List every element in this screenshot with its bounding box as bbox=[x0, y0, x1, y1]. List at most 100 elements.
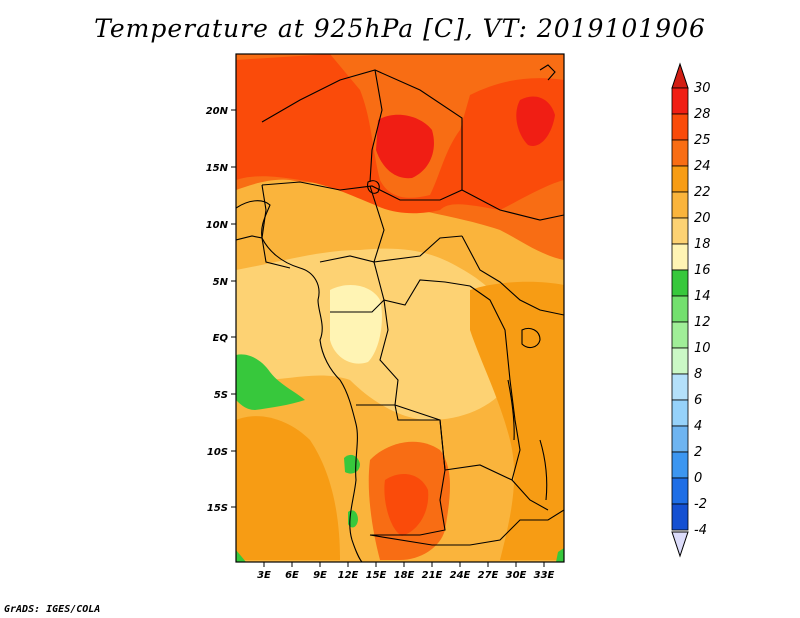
field-east-mid bbox=[470, 281, 564, 560]
colorbar-label: 28 bbox=[694, 107, 711, 122]
border-chad-south bbox=[369, 185, 463, 263]
colorbar-label: 14 bbox=[694, 289, 711, 304]
coastline-west bbox=[236, 200, 363, 562]
colorbar-label: 16 bbox=[694, 263, 711, 278]
field-west-ocean-mid bbox=[236, 416, 340, 560]
colorbar-label: 4 bbox=[694, 419, 702, 434]
lon-tick: 9E bbox=[313, 562, 327, 581]
lon-tick: 18E bbox=[394, 562, 415, 581]
lat-tick: 10S bbox=[207, 447, 236, 458]
lat-tick-label: 15N bbox=[206, 163, 229, 174]
lat-axis: 20N 15N 10N 5N EQ 5S 10S 15S bbox=[206, 106, 236, 514]
colorbar-label: 0 bbox=[694, 471, 702, 486]
lon-tick-label: 3E bbox=[257, 570, 271, 581]
lake-malawi bbox=[539, 439, 548, 501]
borders bbox=[236, 64, 564, 562]
map-frame bbox=[235, 53, 565, 563]
border-niger-chad bbox=[369, 69, 383, 183]
colorbar-labels: 30 28 25 24 22 20 18 16 14 12 10 8 6 4 2… bbox=[694, 81, 711, 538]
lon-tick-label: 15E bbox=[366, 570, 387, 581]
colorbar-bin bbox=[671, 321, 689, 349]
lat-tick-label: 15S bbox=[207, 503, 228, 514]
colorbar-label: 12 bbox=[694, 315, 711, 330]
lon-tick-label: 30E bbox=[506, 570, 527, 581]
lon-tick-label: 18E bbox=[394, 570, 415, 581]
field-sahara-core bbox=[236, 54, 564, 214]
colorbar-bin bbox=[671, 165, 689, 193]
colorbar-label: 6 bbox=[694, 393, 702, 408]
colorbar-label: 8 bbox=[694, 367, 702, 382]
lat-tick-label: 20N bbox=[206, 106, 229, 117]
field-cold-patch-corner bbox=[236, 550, 246, 562]
colorbar-bins bbox=[671, 87, 689, 531]
colorbar-bin bbox=[671, 425, 689, 453]
colorbar: 30 28 25 24 22 20 18 16 14 12 10 8 6 4 2… bbox=[671, 62, 711, 558]
lat-tick: 5N bbox=[213, 277, 236, 288]
lon-tick-label: 21E bbox=[422, 570, 443, 581]
border-sahel bbox=[261, 181, 564, 221]
grads-credit: GrADS: IGES/COLA bbox=[4, 604, 101, 615]
field-south-hot bbox=[384, 474, 429, 536]
field-congo-pale bbox=[330, 285, 382, 364]
colorbar-bin bbox=[671, 503, 689, 531]
lon-tick-label: 33E bbox=[534, 570, 555, 581]
lat-tick-label: EQ bbox=[213, 333, 229, 344]
lon-tick: 24E bbox=[450, 562, 471, 581]
lon-tick-label: 9E bbox=[313, 570, 327, 581]
colorbar-bin bbox=[671, 217, 689, 245]
lat-tick: 15N bbox=[206, 163, 236, 174]
lat-tick-label: 10N bbox=[206, 220, 229, 231]
field-sahara-deep bbox=[516, 96, 555, 146]
border-drc-east bbox=[469, 285, 521, 481]
lake-victoria bbox=[521, 327, 541, 349]
border-west-africa bbox=[236, 184, 291, 269]
lon-tick: 6E bbox=[285, 562, 299, 581]
lon-tick: 15E bbox=[366, 562, 387, 581]
colorbar-label: 25 bbox=[694, 133, 711, 148]
colorbar-label: 10 bbox=[694, 341, 711, 356]
colorbar-bin bbox=[671, 243, 689, 271]
colorbar-bin bbox=[671, 451, 689, 479]
lon-tick-label: 24E bbox=[450, 570, 471, 581]
field-cold-patch-corner-east bbox=[556, 548, 564, 562]
lat-tick: 15S bbox=[207, 503, 236, 514]
temperature-field bbox=[236, 54, 564, 562]
lat-tick-label: 5S bbox=[214, 390, 228, 401]
lon-tick: 3E bbox=[257, 562, 271, 581]
border-south bbox=[369, 509, 564, 546]
lon-tick: 12E bbox=[338, 562, 359, 581]
colorbar-over-triangle bbox=[671, 62, 689, 89]
colorbar-bin bbox=[671, 295, 689, 323]
colorbar-label: 24 bbox=[694, 159, 711, 174]
map-title: Temperature at 925hPa [C], VT: 201910190… bbox=[94, 14, 706, 43]
colorbar-bin bbox=[671, 347, 689, 375]
colorbar-bin bbox=[671, 477, 689, 505]
colorbar-label: 30 bbox=[694, 81, 711, 96]
colorbar-label: 20 bbox=[694, 211, 711, 226]
colorbar-label: 2 bbox=[694, 445, 702, 460]
colorbar-bin bbox=[671, 113, 689, 141]
border-central-africa bbox=[319, 255, 471, 306]
lake-tanganyika bbox=[507, 379, 515, 441]
colorbar-under-triangle bbox=[671, 531, 689, 558]
lon-tick: 27E bbox=[478, 562, 499, 581]
colorbar-bin bbox=[671, 373, 689, 401]
lat-tick: EQ bbox=[213, 333, 236, 344]
lon-axis: 3E 6E 9E 12E 15E 18E 21E 24E 27E 30E 33E bbox=[257, 562, 555, 581]
border-congo bbox=[330, 298, 446, 471]
lat-tick-label: 10S bbox=[207, 447, 228, 458]
red-sea-coast bbox=[539, 64, 556, 81]
lon-tick: 21E bbox=[422, 562, 443, 581]
colorbar-bin bbox=[671, 269, 689, 297]
lake-chad bbox=[367, 180, 380, 194]
colorbar-label: -2 bbox=[694, 497, 707, 512]
border-sudan bbox=[461, 235, 564, 316]
colorbar-bin bbox=[671, 399, 689, 427]
colorbar-bin bbox=[671, 191, 689, 219]
lat-tick: 5S bbox=[214, 390, 236, 401]
lat-tick-label: 5N bbox=[213, 277, 229, 288]
lon-tick-label: 27E bbox=[478, 570, 499, 581]
colorbar-label: 22 bbox=[694, 185, 711, 200]
lon-tick-label: 12E bbox=[338, 570, 359, 581]
